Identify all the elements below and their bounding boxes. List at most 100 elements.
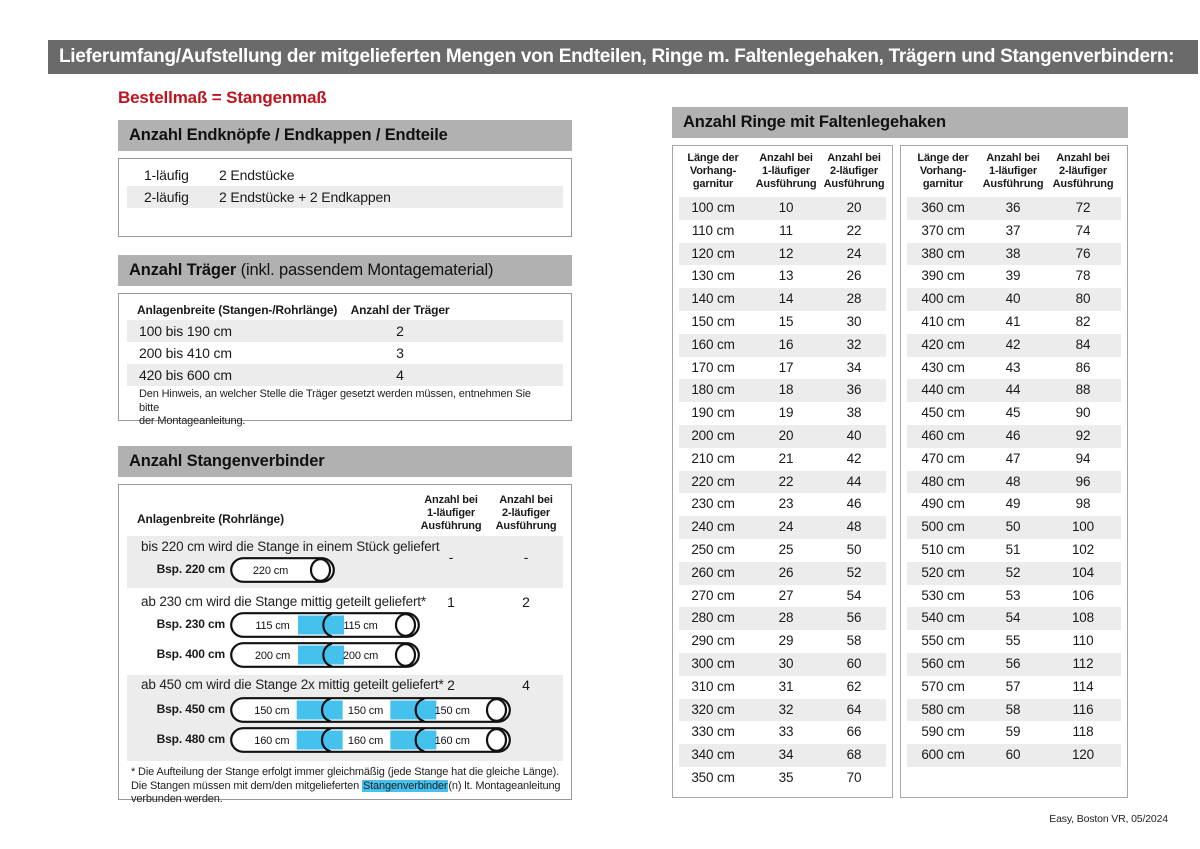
- rings-cell-1run: 21: [778, 450, 794, 466]
- svg-text:160 cm: 160 cm: [348, 735, 383, 747]
- rings-row: 110 cm 11 22: [673, 220, 892, 243]
- rings-cell-length: 480 cm: [921, 473, 965, 489]
- rings-row: 350 cm 35 70: [673, 767, 892, 790]
- rings-cell-length: 130 cm: [691, 268, 735, 284]
- rings-cell-1run: 29: [778, 633, 794, 649]
- rings-cell-length: 260 cm: [691, 564, 735, 580]
- rings-cell-2run: 78: [1075, 268, 1091, 284]
- rings-row: 380 cm 38 76: [901, 242, 1127, 266]
- verbinder-block-text: bis 220 cm wird die Stange in einem Stüc…: [141, 539, 440, 554]
- verbinder-count-1run: 2: [447, 677, 455, 693]
- rings-cell-length: 450 cm: [921, 405, 965, 421]
- rings-cell-1run: 32: [778, 701, 794, 717]
- end-pieces-row-label: 2-läufig: [144, 189, 189, 205]
- rings-cell-length: 150 cm: [691, 314, 735, 329]
- rings-cell-2run: 120: [1071, 747, 1095, 763]
- rings-row-stripe: [907, 333, 1121, 357]
- rod-diagram-holder: 150 cm 150 cm 150 cm: [230, 697, 511, 723]
- verbinder-col1-header: Anlagenbreite (Rohrlänge): [137, 512, 284, 526]
- rings-row: 240 cm 24 48: [673, 516, 892, 539]
- rings-cell-length: 390 cm: [921, 268, 965, 284]
- rings-cell-1run: 20: [778, 428, 794, 443]
- rings-row: 550 cm 55 110: [901, 630, 1127, 653]
- rings-cell-1run: 55: [1005, 633, 1021, 649]
- svg-text:150 cm: 150 cm: [348, 705, 383, 717]
- svg-text:150 cm: 150 cm: [254, 705, 289, 717]
- section-header-end-pieces: Anzahl Endknöpfe / Endkappen / Endteile: [118, 120, 572, 151]
- rings-cell-1run: 30: [778, 656, 794, 671]
- rod-diagram: 115 cm 115 cm: [230, 612, 420, 638]
- rings-cell-1run: 42: [1005, 336, 1021, 352]
- rings-cell-1run: 49: [1005, 496, 1021, 512]
- order-size-note: Bestellmaß = Stangenmaß: [118, 88, 327, 107]
- rings-row: 410 cm 41 82: [901, 311, 1127, 334]
- section-header-traeger-bold: Anzahl Träger: [129, 261, 237, 279]
- traeger-col2-header: Anzahl der Träger: [350, 303, 450, 317]
- rings1-col3-header: Anzahl bei 2-läufiger Ausführung: [823, 152, 885, 190]
- rings1-col1-header: Länge der Vorhang- garnitur: [687, 152, 739, 190]
- rings-cell-2run: 114: [1072, 678, 1094, 694]
- rings-cell-length: 100 cm: [691, 200, 735, 215]
- rings-cell-length: 580 cm: [921, 701, 965, 717]
- rings-cell-length: 340 cm: [691, 747, 735, 763]
- rings-row: 580 cm 58 116: [901, 698, 1127, 722]
- rings-row: 570 cm 57 114: [901, 676, 1127, 699]
- rod-diagram: 160 cm 160 cm 160 cm: [230, 727, 511, 753]
- rings-row: 600 cm 60 120: [901, 744, 1127, 767]
- verbinder-count-2run: 2: [522, 594, 530, 610]
- rings-cell-2run: 24: [846, 245, 862, 261]
- rings-row: 400 cm 40 80: [901, 288, 1127, 311]
- rings-cell-1run: 26: [778, 564, 794, 580]
- rings-cell-2run: 116: [1072, 701, 1094, 717]
- rings-row-stripe: [907, 561, 1121, 585]
- rings-table-2: Länge der Vorhang- garnitur Anzahl bei 1…: [900, 145, 1128, 798]
- rings-row: 560 cm 56 112: [901, 653, 1127, 676]
- rings-cell-length: 230 cm: [691, 496, 735, 512]
- rings-cell-1run: 48: [1005, 473, 1021, 489]
- traeger-row-count: 2: [396, 323, 404, 339]
- rings-cell-2run: 100: [1071, 519, 1095, 535]
- verbinder-block-text: ab 450 cm wird die Stange 2x mittig gete…: [141, 677, 444, 692]
- rings-row: 300 cm 30 60: [673, 653, 892, 676]
- rings-cell-length: 280 cm: [691, 610, 735, 626]
- rings-cell-2run: 70: [846, 770, 862, 785]
- rings-cell-2run: 52: [846, 564, 862, 580]
- traeger-row-range: 100 bis 190 cm: [139, 323, 232, 339]
- rings-cell-length: 140 cm: [691, 291, 735, 307]
- rod-diagram-holder: 200 cm 200 cm: [230, 642, 420, 668]
- rings-cell-2run: 30: [846, 314, 862, 329]
- rings-cell-length: 600 cm: [921, 747, 965, 763]
- rings-cell-1run: 44: [1005, 382, 1021, 398]
- rings-cell-length: 370 cm: [921, 222, 965, 238]
- footer-version: Easy, Boston VR, 05/2024: [1049, 813, 1168, 825]
- rings-cell-2run: 84: [1075, 336, 1091, 352]
- rings-cell-2run: 32: [846, 336, 862, 352]
- rings-cell-2run: 118: [1072, 724, 1094, 740]
- rings-row: 490 cm 49 98: [901, 493, 1127, 516]
- rings-row: 280 cm 28 56: [673, 607, 892, 631]
- rings-row-stripe: [679, 744, 886, 767]
- rings-row: 230 cm 23 46: [673, 493, 892, 516]
- rings-cell-2run: 42: [846, 450, 862, 466]
- rings-cell-2run: 112: [1072, 656, 1094, 671]
- section-header-traeger: Anzahl Träger (inkl. passendem Montagema…: [118, 255, 572, 286]
- rings-cell-1run: 58: [1005, 701, 1021, 717]
- rings-cell-length: 330 cm: [691, 724, 735, 740]
- end-pieces-row-label: 1-läufig: [144, 167, 189, 183]
- rings-cell-1run: 45: [1005, 405, 1021, 421]
- traeger-row-count: 3: [396, 345, 404, 361]
- verbinder-col3-header: Anzahl bei 2-läufiger Ausführung: [495, 494, 557, 532]
- section-header-traeger-rest: (inkl. passendem Montagematerial): [236, 261, 494, 279]
- rings-cell-length: 410 cm: [921, 314, 965, 329]
- rings-cell-1run: 12: [778, 245, 794, 261]
- rings-row: 420 cm 42 84: [901, 333, 1127, 357]
- traeger-row: 420 bis 600 cm 4: [127, 364, 563, 386]
- svg-text:160 cm: 160 cm: [435, 735, 470, 747]
- verbinder-count-2run: -: [523, 549, 529, 565]
- rings-row: 390 cm 39 78: [901, 265, 1127, 288]
- rings-row: 500 cm 50 100: [901, 516, 1127, 539]
- rings-row: 450 cm 45 90: [901, 402, 1127, 425]
- rings-row: 440 cm 44 88: [901, 379, 1127, 403]
- traeger-row: 200 bis 410 cm 3: [127, 342, 563, 364]
- rings-cell-length: 430 cm: [921, 359, 965, 375]
